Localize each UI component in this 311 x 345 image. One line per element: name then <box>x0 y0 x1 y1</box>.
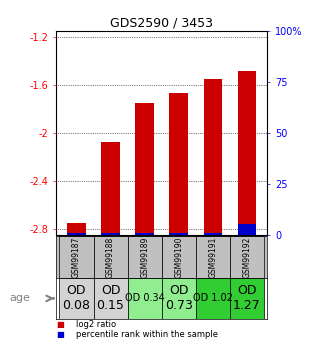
Bar <box>67 233 86 235</box>
Text: age: age <box>9 294 30 303</box>
Bar <box>238 71 256 235</box>
Text: ■: ■ <box>56 330 64 339</box>
Text: GSM99187: GSM99187 <box>72 236 81 278</box>
Text: percentile rank within the sample: percentile rank within the sample <box>76 330 218 339</box>
Text: OD 1.02: OD 1.02 <box>193 294 233 303</box>
Bar <box>169 93 188 235</box>
Text: log2 ratio: log2 ratio <box>76 320 116 329</box>
Bar <box>101 233 120 235</box>
Text: OD
0.15: OD 0.15 <box>97 284 124 313</box>
Text: OD
0.08: OD 0.08 <box>63 284 91 313</box>
Text: OD 0.34: OD 0.34 <box>125 294 165 303</box>
Bar <box>230 236 264 278</box>
Text: ■: ■ <box>56 320 64 329</box>
Bar <box>230 278 264 319</box>
Text: OD
0.73: OD 0.73 <box>165 284 193 313</box>
Text: GSM99190: GSM99190 <box>174 236 183 278</box>
Bar <box>59 236 94 278</box>
Bar <box>203 233 222 235</box>
Bar <box>128 278 162 319</box>
Bar <box>162 278 196 319</box>
Bar <box>128 236 162 278</box>
Text: GSM99192: GSM99192 <box>243 236 252 278</box>
Bar <box>162 236 196 278</box>
Bar <box>94 236 128 278</box>
Text: GSM99189: GSM99189 <box>140 236 149 278</box>
Bar <box>238 224 256 235</box>
Text: GSM99191: GSM99191 <box>208 236 217 278</box>
Bar <box>94 278 128 319</box>
Bar <box>196 236 230 278</box>
Bar <box>196 278 230 319</box>
Bar <box>203 79 222 235</box>
Bar <box>67 223 86 235</box>
Bar <box>135 103 154 235</box>
Title: GDS2590 / 3453: GDS2590 / 3453 <box>110 17 213 30</box>
Bar <box>59 278 94 319</box>
Bar <box>135 233 154 235</box>
Bar <box>101 142 120 235</box>
Bar <box>169 233 188 235</box>
Text: GSM99188: GSM99188 <box>106 236 115 278</box>
Text: OD
1.27: OD 1.27 <box>233 284 261 313</box>
